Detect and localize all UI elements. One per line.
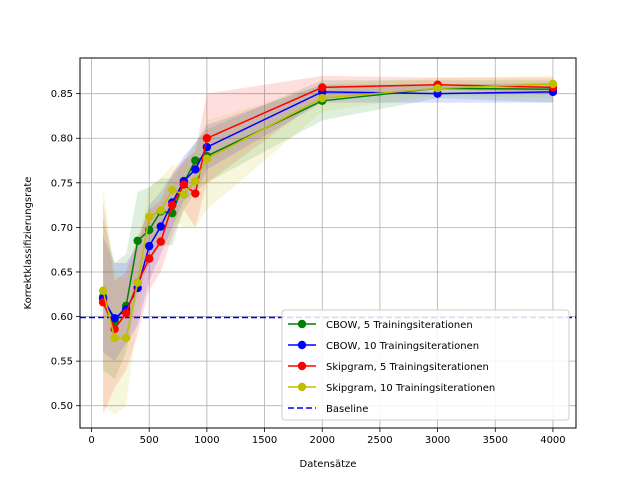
legend-entry: Baseline — [288, 404, 368, 415]
x-tick-label: 1000 — [194, 435, 219, 446]
y-tick-label: 0.65 — [51, 267, 73, 278]
legend-swatch-marker — [297, 361, 307, 371]
x-tick-label: 4000 — [540, 435, 565, 446]
data-point — [202, 134, 212, 143]
y-tick-label: 0.55 — [51, 357, 73, 368]
data-series — [98, 79, 558, 343]
legend-entry: CBOW, 5 Trainingsiterationen — [288, 319, 473, 331]
legend-swatch-marker — [297, 340, 307, 350]
legend-swatch-marker — [297, 319, 307, 329]
data-point — [110, 314, 119, 323]
confidence-band — [103, 75, 553, 415]
data-point — [168, 200, 177, 210]
data-point — [191, 176, 200, 186]
x-axis-title: Datensätze — [300, 459, 357, 470]
data-point — [156, 237, 165, 246]
data-point — [202, 154, 212, 163]
data-point — [98, 286, 108, 295]
data-point — [145, 254, 154, 263]
data-point — [145, 241, 154, 251]
x-tick-label: 0 — [88, 435, 94, 446]
data-point — [433, 84, 442, 93]
legend-entry: Skipgram, 10 Trainingsiterationen — [288, 382, 495, 394]
legend-box — [281, 309, 570, 421]
data-point — [179, 190, 189, 199]
data-point — [191, 156, 200, 165]
data-point — [145, 212, 154, 221]
x-axis-ticks: 0 500 1000 1500 2000 2500 3000 3500 4000 — [88, 428, 566, 446]
data-point — [168, 185, 177, 195]
legend-entry: CBOW, 10 Trainingsiterationen — [288, 340, 479, 352]
legend-label: Skipgram, 5 Trainingsiterationen — [326, 362, 489, 373]
data-point — [156, 222, 165, 231]
confidence-band — [103, 75, 553, 415]
data-point — [191, 189, 200, 198]
legend-label: Skipgram, 10 Trainingsiterationen — [326, 383, 495, 394]
legend-label: Baseline — [326, 404, 368, 415]
data-point — [133, 236, 142, 245]
x-tick-label: 500 — [140, 435, 159, 446]
data-point — [548, 79, 558, 89]
y-tick-label: 0.80 — [51, 134, 73, 145]
data-point — [191, 165, 200, 174]
data-point — [110, 333, 119, 343]
legend-label: CBOW, 5 Trainingsiterationen — [326, 320, 473, 331]
legend-label: CBOW, 10 Trainingsiterationen — [326, 341, 479, 352]
legend-swatch-marker — [297, 382, 307, 392]
data-point — [318, 83, 327, 92]
data-point — [121, 333, 131, 343]
y-axis-ticks: 0.50 0.55 0.60 0.65 0.70 0.75 0.80 0.85 — [51, 89, 80, 412]
x-tick-label: 2000 — [310, 435, 335, 446]
x-tick-label: 3000 — [425, 435, 450, 446]
y-tick-label: 0.85 — [51, 89, 73, 100]
x-tick-label: 1500 — [252, 435, 277, 446]
data-point — [121, 308, 131, 318]
legend: CBOW, 5 Trainingsiterationen CBOW, 10 Tra… — [281, 309, 570, 421]
data-point — [156, 206, 165, 215]
data-point — [133, 278, 142, 287]
data-point — [179, 180, 189, 189]
y-tick-label: 0.75 — [51, 178, 73, 189]
series — [98, 79, 558, 343]
x-tick-label: 3500 — [483, 435, 508, 446]
data-point — [318, 93, 327, 103]
y-tick-label: 0.60 — [51, 312, 73, 323]
y-tick-label: 0.50 — [51, 401, 73, 412]
y-tick-label: 0.70 — [51, 223, 73, 234]
plot-area-frame — [79, 57, 577, 429]
x-tick-label: 2500 — [367, 435, 392, 446]
y-axis-title: Korrektklassifizierungsrate — [23, 177, 34, 310]
legend-entry: Skipgram, 5 Trainingsiterationen — [288, 361, 489, 373]
